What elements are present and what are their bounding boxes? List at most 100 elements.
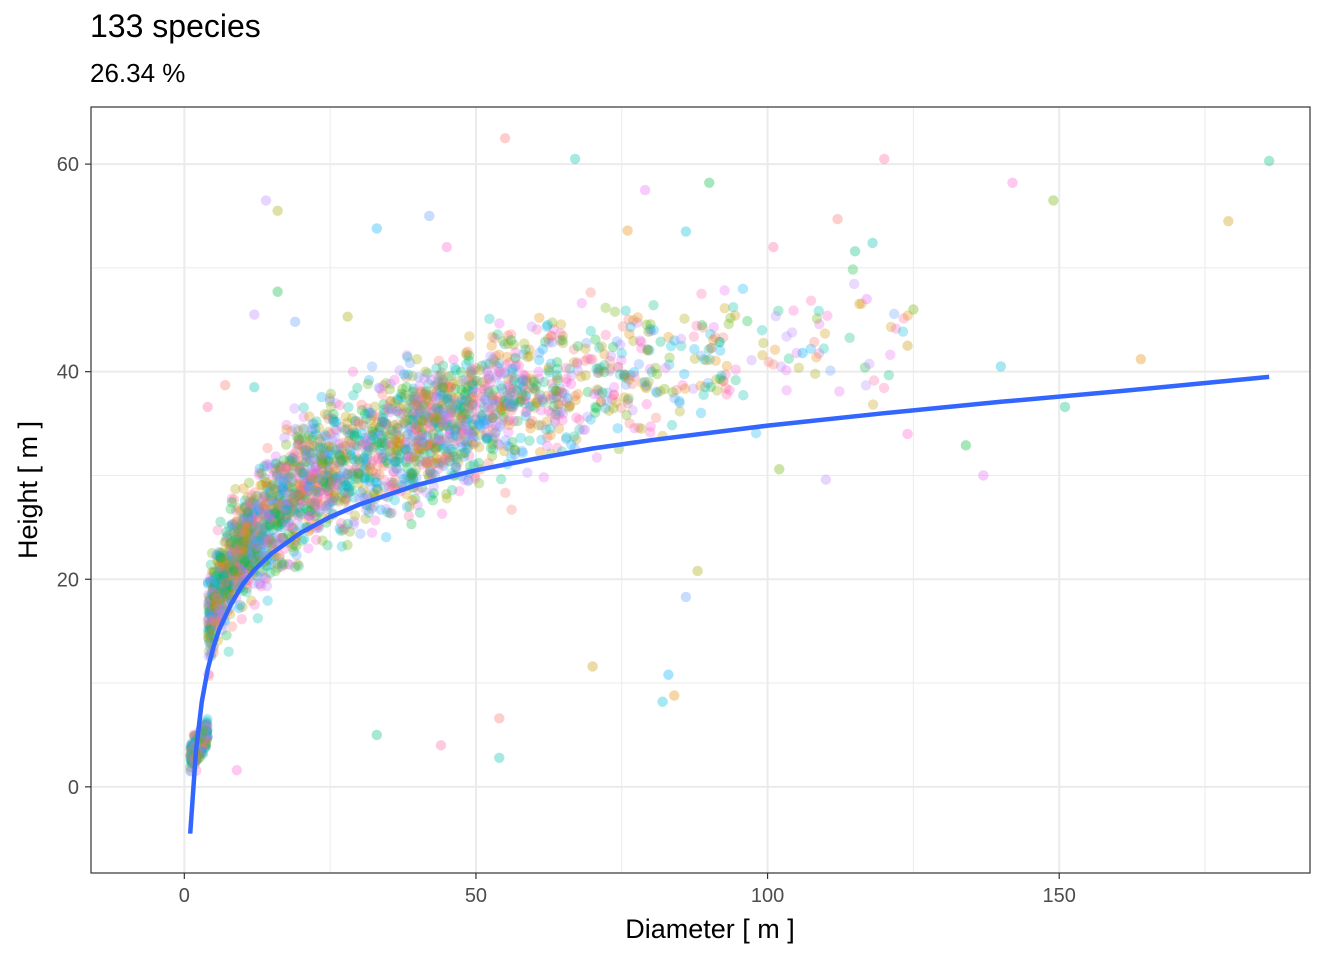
data-point (299, 491, 310, 502)
data-point (225, 536, 237, 548)
data-point (396, 468, 407, 480)
data-point (490, 420, 502, 432)
data-point (244, 549, 255, 560)
data-point (411, 354, 423, 365)
data-point (380, 531, 392, 543)
data-point (208, 589, 219, 600)
data-point (611, 336, 623, 347)
data-point (503, 427, 514, 438)
y-tick-label: 40 (57, 362, 79, 384)
data-point (504, 381, 515, 392)
data-point (632, 317, 643, 328)
data-point (247, 553, 258, 564)
data-point (421, 394, 432, 405)
data-point (460, 387, 471, 399)
data-point (248, 578, 259, 589)
data-point (205, 631, 217, 643)
data-point (774, 464, 785, 475)
data-point (445, 381, 457, 393)
data-point (322, 409, 333, 421)
data-point (309, 498, 320, 509)
data-point (212, 566, 223, 577)
data-point (1007, 177, 1018, 188)
data-point (384, 403, 395, 414)
data-point (302, 477, 314, 488)
data-point (594, 365, 605, 377)
data-point (624, 418, 635, 429)
data-point (413, 439, 425, 450)
data-point (220, 536, 232, 547)
data-point (212, 586, 223, 597)
data-point (293, 489, 304, 501)
data-point (274, 493, 286, 504)
data-point (379, 475, 390, 486)
data-point (399, 444, 411, 455)
data-point (428, 481, 439, 492)
data-point (505, 329, 517, 340)
data-point (413, 447, 425, 458)
data-point (459, 401, 470, 413)
data-point (549, 416, 561, 428)
data-point (378, 460, 389, 472)
data-point (323, 447, 335, 458)
data-point (339, 493, 350, 504)
data-point (410, 424, 421, 435)
data-point (235, 557, 247, 569)
data-point (213, 590, 225, 601)
data-point (350, 456, 361, 467)
data-point (311, 483, 323, 495)
data-point (196, 743, 207, 755)
data-point (204, 619, 215, 630)
data-point (531, 380, 542, 391)
data-point (208, 605, 219, 617)
data-point (310, 461, 321, 473)
data-point (676, 340, 687, 352)
data-point (466, 366, 477, 378)
data-point (494, 439, 505, 451)
data-point (264, 510, 276, 521)
data-point (227, 554, 238, 566)
data-point (227, 549, 238, 561)
data-point (304, 471, 315, 483)
data-point (337, 456, 348, 468)
data-point (298, 479, 310, 490)
data-point (246, 489, 257, 501)
data-point (215, 547, 226, 559)
data-point (421, 403, 432, 415)
data-point (322, 499, 334, 511)
data-point (580, 343, 591, 354)
data-point (342, 518, 354, 530)
data-point (200, 729, 211, 741)
data-point (310, 423, 321, 435)
data-point (263, 520, 275, 531)
data-point (531, 324, 542, 335)
data-point (286, 426, 297, 437)
data-point (391, 462, 402, 474)
data-point (212, 525, 223, 536)
data-point (494, 318, 505, 329)
data-point (409, 393, 420, 404)
data-point (730, 374, 741, 386)
data-point (642, 345, 653, 356)
data-point (466, 427, 478, 439)
data-point (199, 732, 210, 743)
data-point (585, 325, 596, 337)
data-point (420, 458, 432, 469)
data-point (261, 481, 273, 492)
data-point (467, 378, 479, 389)
data-point (542, 319, 553, 331)
data-point (210, 601, 221, 612)
data-point (636, 336, 647, 348)
data-point (524, 344, 535, 355)
data-point (502, 379, 514, 391)
data-point (263, 511, 274, 522)
data-point (224, 582, 236, 593)
data-point (226, 567, 237, 578)
data-point (556, 395, 567, 407)
data-point (545, 393, 556, 405)
data-point (402, 403, 413, 414)
data-point (409, 399, 420, 410)
data-point (371, 729, 382, 741)
data-point (342, 468, 353, 479)
data-point (591, 452, 603, 463)
